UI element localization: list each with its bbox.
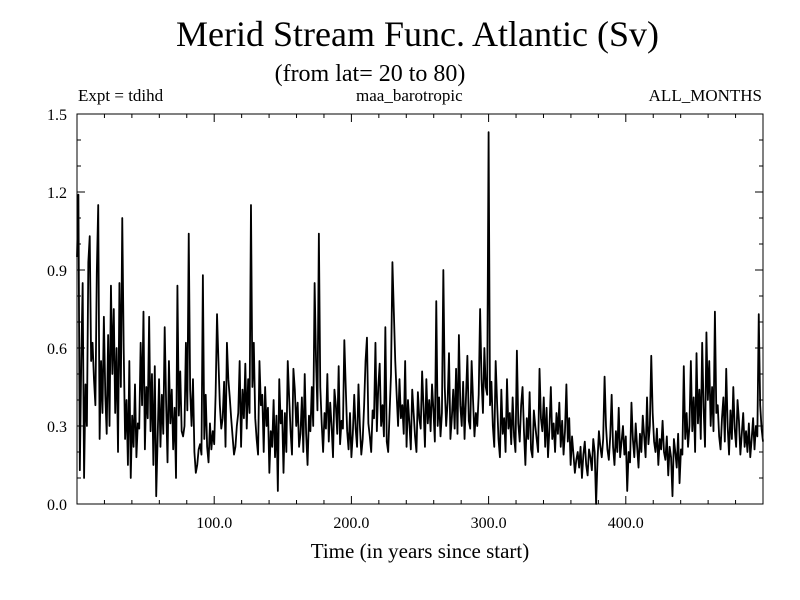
series-line bbox=[76, 131, 764, 505]
chart-subtitle: (from lat= 20 to 80) bbox=[274, 61, 466, 87]
y-tick-label: 0.3 bbox=[47, 419, 67, 436]
y-tick-label: 0.0 bbox=[47, 497, 67, 514]
experiment-label: Expt = tdihd bbox=[78, 86, 164, 105]
variable-label: maa_barotropic bbox=[356, 86, 463, 105]
y-tick-label: 0.6 bbox=[47, 341, 67, 358]
series-group bbox=[76, 131, 764, 505]
y-tick-label: 0.9 bbox=[47, 263, 67, 280]
x-tick-label: 400.0 bbox=[608, 515, 644, 532]
axis-ticks: 0.0 0.3 0.6 0.9 1.2 1.5 100.0 200.0 300.0 400.0 bbox=[47, 107, 763, 532]
x-axis-label: Time (in years since start) bbox=[310, 539, 530, 563]
plot-frame bbox=[76, 113, 764, 505]
x-tick-label: 200.0 bbox=[333, 515, 369, 532]
x-tick-label: 300.0 bbox=[471, 515, 507, 532]
y-tick-label: 1.5 bbox=[47, 107, 67, 124]
x-tick-label: 100.0 bbox=[196, 515, 232, 532]
chart-title: Merid Stream Func. Atlantic (Sv) bbox=[176, 14, 659, 54]
y-tick-label: 1.2 bbox=[47, 185, 67, 202]
months-label: ALL_MONTHS bbox=[648, 86, 762, 105]
